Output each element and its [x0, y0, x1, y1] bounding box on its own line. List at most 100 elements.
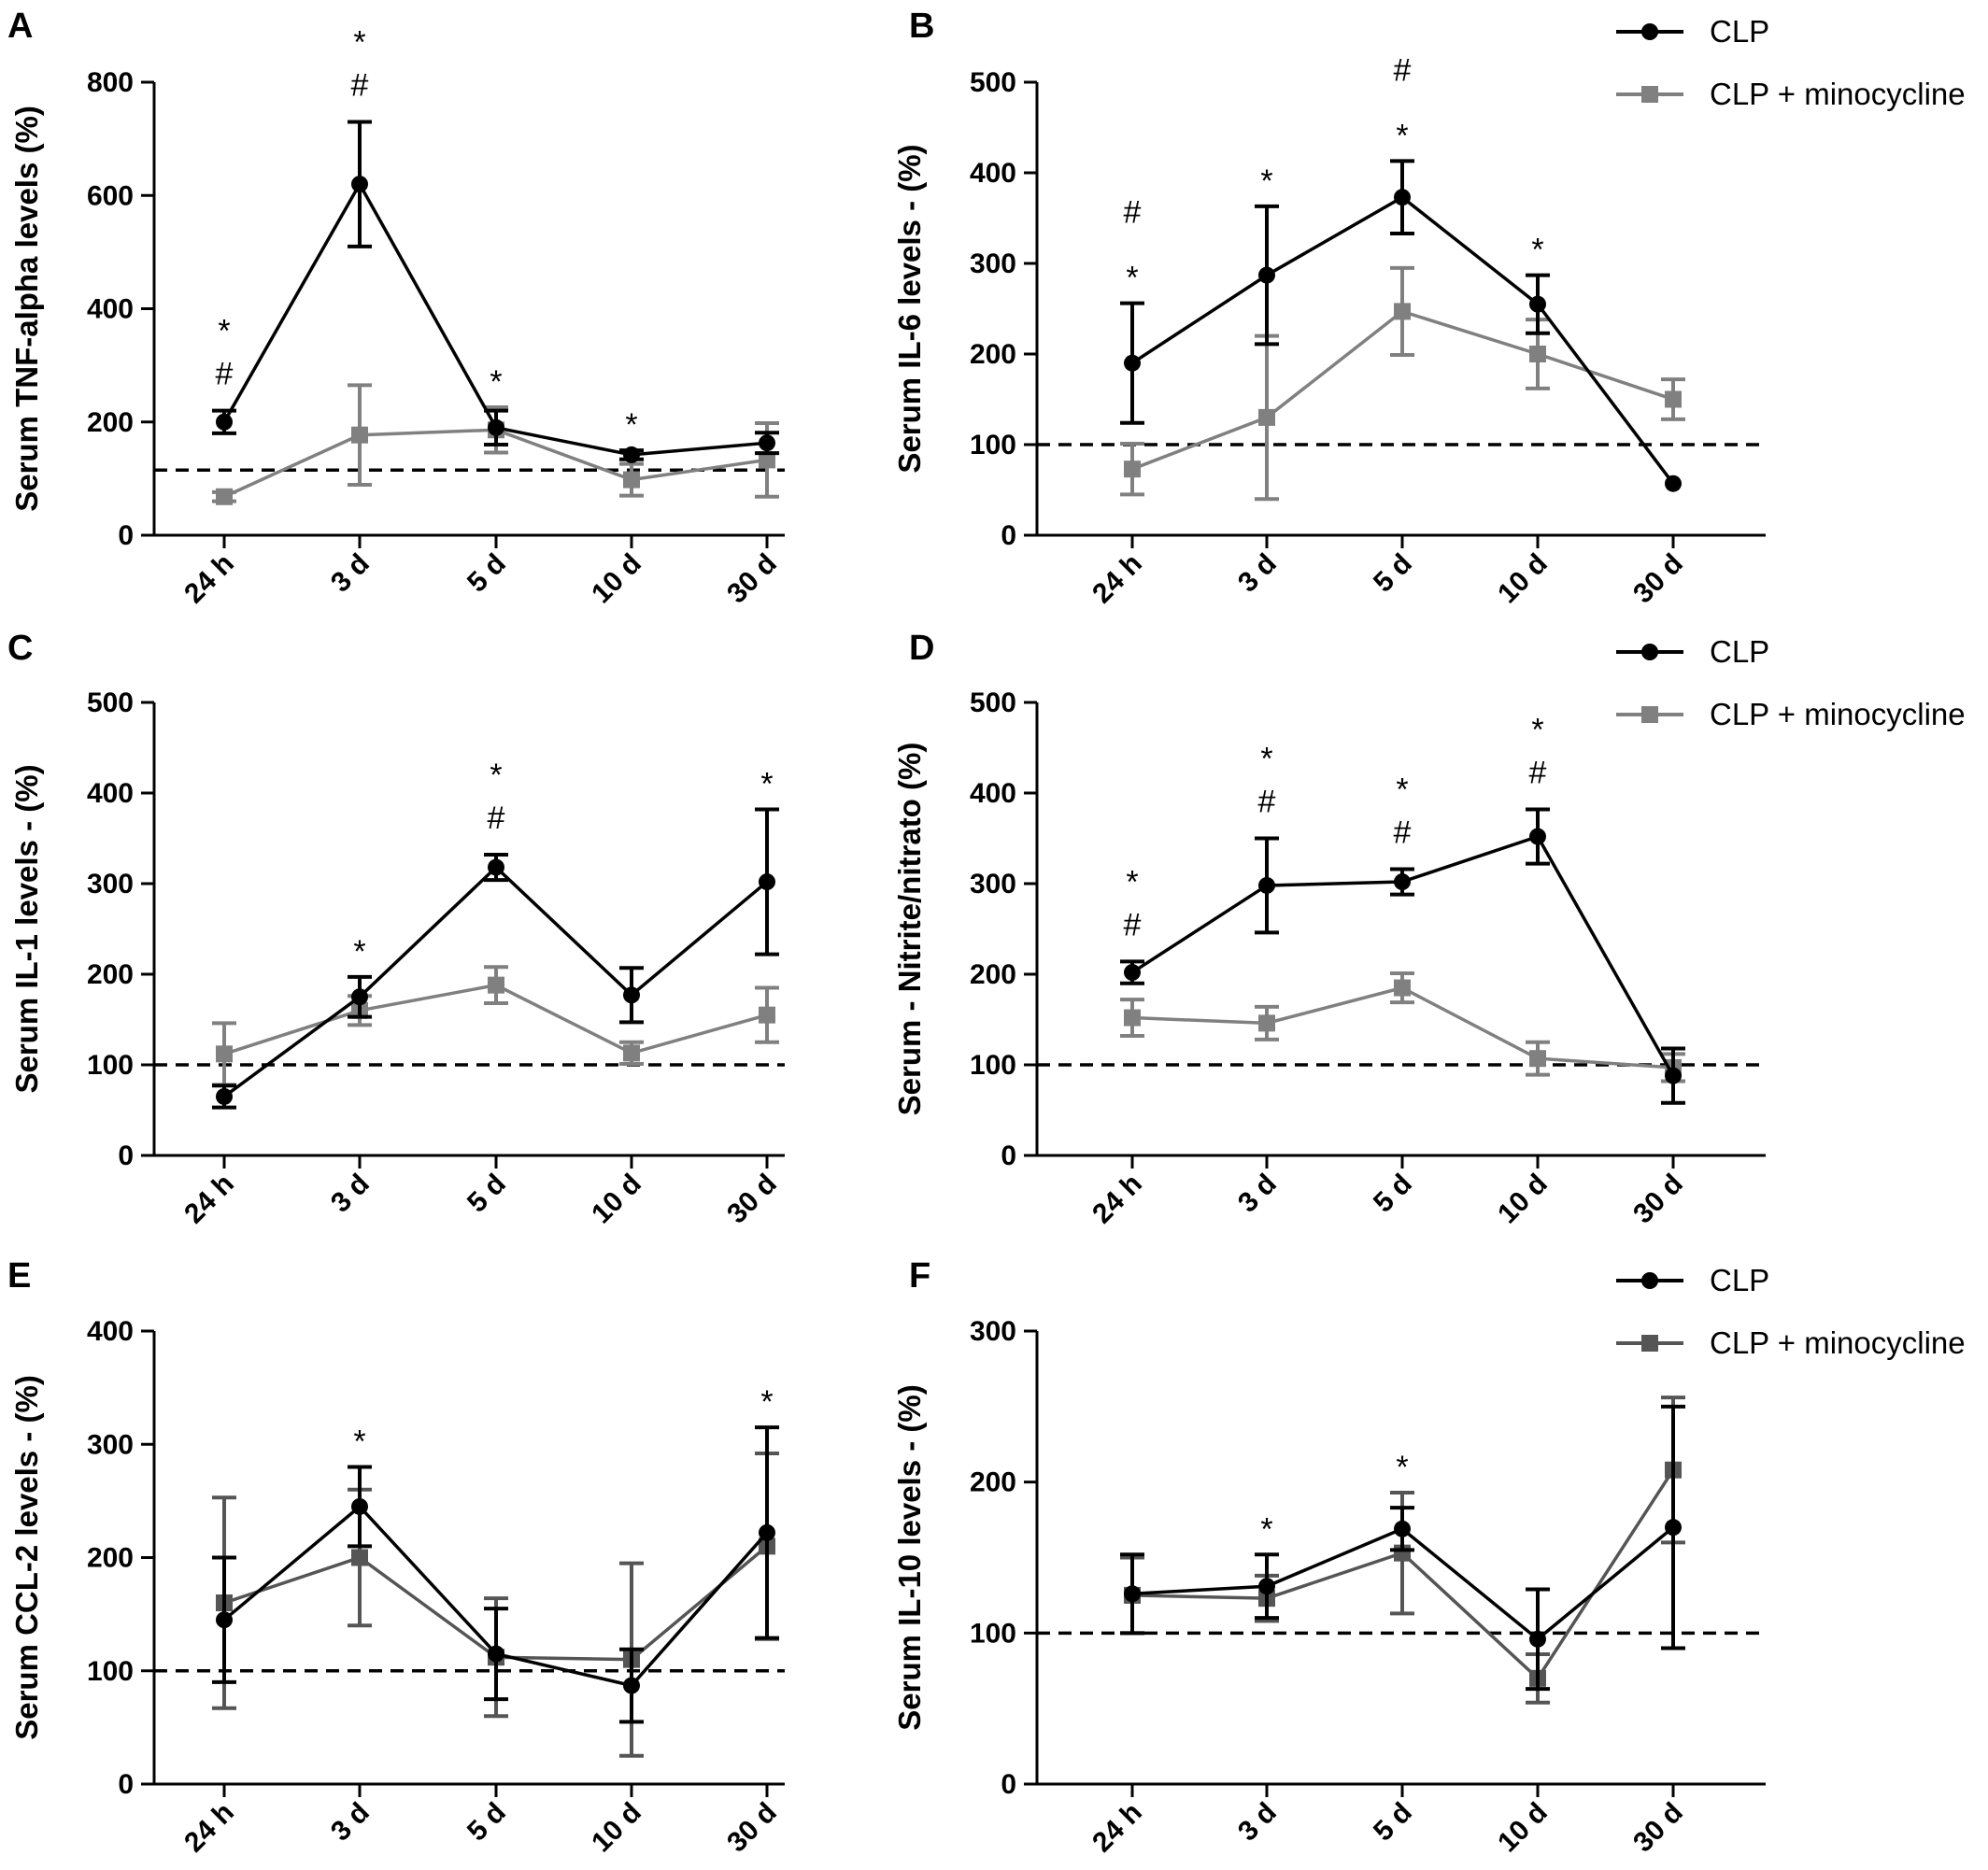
data-point-clp: [1258, 876, 1275, 894]
significance-hash: #: [1258, 785, 1276, 820]
data-point-clp: [1529, 828, 1546, 845]
x-tick-label: 24 h: [178, 548, 240, 610]
significance-hash: #: [1394, 815, 1412, 850]
legend-label-clp: CLP: [1710, 634, 1769, 669]
y-tick-label: 200: [970, 339, 1016, 370]
y-tick-label: 0: [118, 1769, 134, 1800]
x-tick-label: 5 d: [462, 1169, 512, 1219]
significance-hash: #: [351, 67, 369, 103]
data-point-clp: [1665, 1067, 1682, 1084]
data-point-clp: [216, 1611, 233, 1629]
y-tick-label: 0: [118, 520, 134, 551]
data-point-minocycline: [623, 1044, 640, 1062]
significance-asterisk: *: [760, 766, 773, 801]
panel-a: A 0 200 400 600 800 24 h 3 d 5 d 10 d 30 d Serum TN…: [7, 7, 785, 609]
y-tick-label: 600: [87, 180, 134, 211]
panel-letter: E: [7, 1256, 31, 1296]
data-point-clp: [1124, 354, 1141, 372]
x-tick-label: 5 d: [1368, 548, 1418, 599]
significance-hash: #: [1124, 907, 1142, 942]
data-point-clp: [623, 986, 640, 1004]
x-tick-label: 30 d: [721, 548, 783, 610]
data-point-clp: [488, 1645, 504, 1663]
data-point-clp: [1394, 189, 1411, 206]
significance-asterisk: *: [1396, 118, 1408, 153]
x-tick-label: 5 d: [1368, 1169, 1418, 1219]
data-point-minocycline: [488, 976, 504, 994]
data-point-minocycline: [1529, 346, 1546, 362]
y-tick-label: 500: [970, 687, 1016, 718]
data-point-minocycline: [1124, 1009, 1141, 1027]
data-point-minocycline: [351, 426, 368, 444]
y-axis-title: Serum IL-1 levels - (%): [9, 764, 44, 1093]
data-point-clp: [759, 873, 775, 891]
legend-marker-minocycline: [1641, 86, 1658, 103]
data-point-minocycline: [216, 1045, 233, 1063]
legend-label-minocycline: CLP + minocycline: [1710, 1325, 1966, 1360]
x-tick-label: 30 d: [1627, 548, 1689, 610]
x-tick-label: 3 d: [1232, 1797, 1283, 1848]
significance-asterisk: *: [1396, 1450, 1408, 1485]
legend: CLP CLP + minocycline: [1616, 14, 1966, 111]
data-point-minocycline: [1665, 390, 1682, 408]
y-tick-label: 300: [87, 869, 134, 900]
y-tick-label: 400: [87, 1316, 134, 1347]
data-point-clp: [1394, 1520, 1411, 1537]
legend-marker-clp: [1641, 23, 1658, 40]
legend-marker-minocycline: [1641, 706, 1658, 723]
x-tick-label: 3 d: [325, 548, 376, 599]
y-axis-title: Serum - Nitrite/nitrato (%): [892, 743, 927, 1116]
x-tick-label: 30 d: [1627, 1169, 1689, 1230]
x-tick-label: 24 h: [1086, 1169, 1148, 1230]
x-tick-label: 3 d: [325, 1797, 376, 1848]
significance-asterisk: *: [353, 1424, 365, 1460]
panel-letter: D: [909, 629, 934, 668]
significance-asterisk: *: [625, 407, 637, 443]
data-point-clp: [351, 988, 368, 1006]
legend-marker-minocycline: [1641, 1335, 1658, 1352]
significance-asterisk: *: [490, 364, 502, 400]
x-tick-label: 30 d: [1627, 1797, 1689, 1859]
x-tick-label: 10 d: [586, 1169, 647, 1230]
data-point-minocycline: [1394, 303, 1411, 320]
significance-asterisk: *: [353, 24, 365, 60]
data-point-minocycline: [759, 1006, 775, 1024]
data-point-clp: [623, 446, 640, 463]
y-tick-label: 300: [970, 1316, 1016, 1347]
data-point-clp: [623, 1677, 640, 1694]
data-point-minocycline: [1394, 979, 1411, 997]
y-tick-label: 0: [118, 1140, 134, 1171]
y-tick-label: 300: [970, 248, 1016, 279]
data-point-minocycline: [1529, 1050, 1546, 1068]
y-tick-label: 100: [970, 1050, 1016, 1081]
y-tick-label: 400: [970, 778, 1016, 809]
data-point-minocycline: [216, 488, 233, 505]
significance-asterisk: *: [1531, 233, 1543, 268]
y-tick-label: 800: [87, 67, 134, 98]
y-tick-label: 400: [87, 778, 134, 809]
y-tick-label: 0: [1001, 1140, 1016, 1171]
significance-asterisk: *: [1396, 772, 1408, 807]
data-point-minocycline: [623, 471, 640, 489]
y-axis-title: Serum IL-10 levels - (%): [892, 1384, 927, 1730]
y-tick-label: 500: [87, 687, 134, 718]
y-tick-label: 400: [970, 158, 1016, 189]
x-tick-label: 5 d: [462, 1797, 512, 1848]
y-tick-label: 200: [87, 959, 134, 990]
y-tick-label: 400: [87, 294, 134, 325]
x-tick-label: 5 d: [462, 548, 512, 599]
data-point-clp: [759, 1523, 775, 1541]
legend: CLP CLP + minocycline: [1616, 634, 1966, 731]
panel-letter: B: [909, 7, 934, 46]
x-tick-label: 10 d: [586, 1797, 647, 1859]
significance-hash: #: [216, 357, 234, 392]
significance-asterisk: *: [1260, 742, 1272, 777]
data-point-minocycline: [1258, 1014, 1275, 1032]
y-axis-title: Serum IL-6 levels - (%): [892, 144, 927, 473]
x-tick-label: 24 h: [178, 1169, 240, 1230]
panel-letter: A: [7, 7, 33, 46]
significance-asterisk: *: [218, 314, 230, 349]
panel-b: B 0 100 200 300 400 500 24 h 3 d 5 d 10 d 30 d Serum…: [892, 7, 1966, 609]
x-tick-label: 3 d: [325, 1169, 376, 1219]
